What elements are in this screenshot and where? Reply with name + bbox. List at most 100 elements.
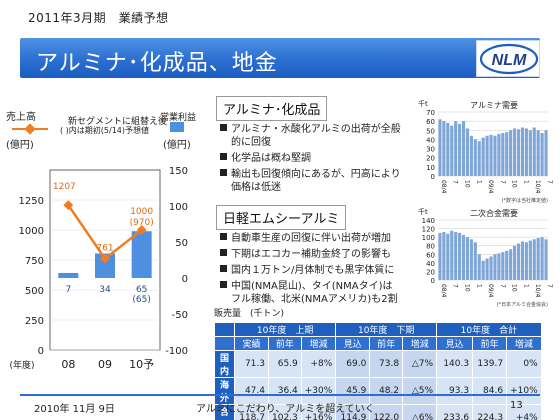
mini-bar xyxy=(493,254,497,280)
profit-bar xyxy=(131,231,152,278)
title-bar xyxy=(20,38,540,78)
sales-legend: 売上高 xyxy=(6,108,66,135)
mini-source-note: (*日本アルミ合金協会) xyxy=(497,301,548,308)
mini-x-tick: 10 xyxy=(511,180,518,188)
table-cell: 71.3 xyxy=(234,350,269,378)
mini-source-note: (*数字は当社推定値) xyxy=(502,197,548,204)
mini-bar xyxy=(536,130,540,176)
bullet-item: 輸出も回復傾向にあるが、円高により 価格は低迷 xyxy=(220,168,415,194)
page-number: 13 xyxy=(510,400,523,411)
table-cell: 118.7 xyxy=(234,404,269,420)
bullet-item: 化学品は概ね堅調 xyxy=(220,152,415,165)
table-cell: 122.0 xyxy=(369,404,404,420)
mini-tick-label: 10 xyxy=(426,164,435,172)
bullet-item: 中国(NMA昆山)、タイ(NMAタイ)は フル稼働、北米(NMAアメリカ)も2割 xyxy=(220,280,420,306)
mini-bar xyxy=(481,260,485,280)
mini-bar xyxy=(473,242,477,280)
alumina-demand-chart: 千t アルミナ需要 0 10 20 30 40 50 60 70 08/4 7 10 1 09/4 7 10 1 1… xyxy=(418,96,553,204)
sales-point xyxy=(100,253,110,264)
profit-data-label: 7 xyxy=(65,285,71,295)
table-column-header: 前年 xyxy=(268,336,302,351)
mini-x-tick: 7 xyxy=(546,180,553,184)
mini-x-tick: 10 xyxy=(511,284,518,292)
nikkei-bullets: 自動車生産の回復に伴い出荷が増加 下期はエコカー補助金終了の影響も 国内１万トン/月… xyxy=(220,232,420,309)
table-corner xyxy=(214,336,235,351)
table-cell: 93.3 xyxy=(436,377,474,405)
table-cell: 47.4 xyxy=(234,377,269,405)
mini-bar xyxy=(513,245,517,280)
nikkei-section-title: 日軽エムシーアルミ xyxy=(216,205,347,230)
mini-bar xyxy=(540,133,544,176)
mini-tick-label: 120 xyxy=(422,226,435,234)
sales-data-label: (970) xyxy=(130,218,154,228)
mini-bar xyxy=(489,256,493,280)
mini-ylabel: 千t xyxy=(418,207,428,216)
mini-tick-label: 80 xyxy=(426,243,435,251)
mini-bar xyxy=(485,258,489,280)
mini-x-tick: 1 xyxy=(522,180,529,184)
table-row: 実績 前年 増減 見込 前年 増減 見込 前年 増減 xyxy=(214,336,542,351)
mini-bar xyxy=(516,129,521,176)
mini-x-tick: 7 xyxy=(499,284,506,288)
mini-bar xyxy=(442,232,446,280)
mini-bar xyxy=(497,253,501,280)
mini-bar xyxy=(454,121,458,176)
profit-unit: (億円) xyxy=(163,140,191,151)
mini-x-tick: 7 xyxy=(452,284,459,288)
left-tick-label: 1250 xyxy=(19,196,44,207)
bullet-text: 価格は低迷 xyxy=(231,182,281,193)
mini-tick-label: 0 xyxy=(431,173,435,181)
bullet-text: アルミナ・水酸化アルミの出荷が全般 xyxy=(220,123,415,136)
table-cell: 84.6 xyxy=(472,377,508,405)
page-title: アルミナ･化成品、地金 xyxy=(36,51,278,76)
mini-tick-label: 100 xyxy=(422,234,435,242)
mini-bar xyxy=(493,135,497,176)
mini-tick-label: 50 xyxy=(426,127,435,135)
table-row: 海外 47.4 36.4 +30% 45.9 48.2 △5% 93.3 84.6 +10% xyxy=(214,377,542,405)
table-column-header: 前年 xyxy=(472,336,508,351)
sales-table: 10年度 上期 10年度 下期 10年度 合計 実績 前年 増減 見込 前年 増減 見込 前年 増減国… xyxy=(214,322,542,420)
mini-x-tick: 7 xyxy=(499,180,506,184)
x-tick-label: 08 xyxy=(61,358,75,371)
bullet-text: 的に回復 xyxy=(231,137,271,148)
table-cell: △6% xyxy=(402,404,438,420)
mini-bar xyxy=(532,127,536,176)
bullet-text: 中国(NMA昆山)、タイ(NMAタイ)は xyxy=(220,280,420,293)
table-cell: 102.3 xyxy=(268,404,302,420)
left-tick-label: 0 xyxy=(38,346,44,357)
mini-bar xyxy=(485,135,489,176)
mini-title: 二次合金需要 xyxy=(470,208,518,218)
table-cell: 73.8 xyxy=(369,350,404,378)
table-row: 国内 71.3 65.9 +8% 69.0 73.8 △7% 140.3 139.7 0% xyxy=(214,350,542,378)
table-row: 合計118.7102.3+16%114.9122.0△6%233.6224.3+… xyxy=(214,404,542,420)
bullet-text: 下期はエコカー補助金終了の影響も xyxy=(220,248,420,261)
bullet-square-icon xyxy=(220,265,227,272)
table-cell: +30% xyxy=(300,377,337,405)
left-tick-label: 500 xyxy=(25,286,44,297)
mini-bar xyxy=(469,239,473,280)
svg-text:NLM: NLM xyxy=(492,52,527,69)
mini-bar xyxy=(458,232,462,280)
alumina-section-title: アルミナ･化成品 xyxy=(216,96,328,121)
mini-bar xyxy=(454,232,458,280)
mini-bar xyxy=(497,133,501,176)
mini-x-tick: 09/4 xyxy=(487,180,494,194)
sales-unit: (億円) xyxy=(6,140,34,151)
mini-x-tick: 10 xyxy=(464,180,471,188)
mini-tick-label: 20 xyxy=(426,268,435,276)
table-column-header: 実績 xyxy=(234,336,269,351)
table-column-header: 増減 xyxy=(506,336,542,351)
profit-bar xyxy=(58,272,79,278)
mini-x-tick: 10/4 xyxy=(534,180,541,194)
mini-bar xyxy=(438,232,442,280)
mini-bar xyxy=(461,235,466,280)
mini-bar xyxy=(450,230,454,280)
sales-table-caption: 販売量 (千トン) xyxy=(214,309,285,319)
table-group-header: 10年度 上期 xyxy=(233,322,337,337)
mini-x-tick: 1 xyxy=(522,284,529,288)
year-unit-label: (年度) xyxy=(9,359,34,371)
profit-data-label: 34 xyxy=(99,285,111,295)
mini-tick-label: 70 xyxy=(426,109,435,117)
bullet-square-icon xyxy=(220,281,227,288)
sales-data-label: 761 xyxy=(96,244,113,254)
